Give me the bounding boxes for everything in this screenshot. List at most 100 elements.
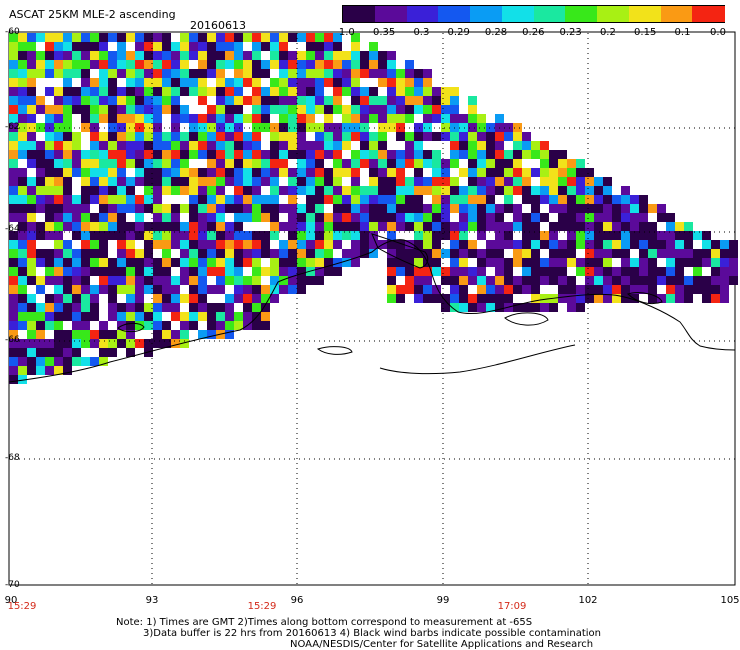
swath-cell [621, 213, 630, 222]
swath-cell [405, 285, 414, 294]
swath-cell [63, 330, 72, 339]
swath-cell [531, 231, 540, 240]
swath-cell [315, 240, 324, 249]
swath-cell [666, 231, 675, 240]
swath-cell [324, 213, 333, 222]
swath-cell [144, 168, 153, 177]
swath-cell [432, 168, 441, 177]
swath-cell [279, 87, 288, 96]
swath-cell [387, 168, 396, 177]
swath-cell [117, 150, 126, 159]
swath-cell [225, 303, 234, 312]
swath-cell [378, 78, 387, 87]
swath-cell [306, 105, 315, 114]
swath-cell [108, 78, 117, 87]
swath-cell [63, 267, 72, 276]
footnote-line-2: 3)Data buffer is 22 hrs from 20160613 4)… [143, 628, 601, 639]
swath-cell [54, 141, 63, 150]
swath-cell [180, 51, 189, 60]
swath-cell [9, 132, 18, 141]
swath-cell [18, 276, 27, 285]
swath-cell [477, 231, 486, 240]
swath-cell [477, 213, 486, 222]
swath-cell [81, 357, 90, 366]
swath-cell [45, 33, 54, 42]
swath-cell [189, 204, 198, 213]
swath-cell [513, 240, 522, 249]
swath-cell [153, 186, 162, 195]
swath-cell [306, 159, 315, 168]
swath-cell [90, 96, 99, 105]
swath-cell [108, 267, 117, 276]
swath-cell [54, 150, 63, 159]
swath-cell [468, 267, 477, 276]
swath-cell [234, 78, 243, 87]
swath-cell [342, 249, 351, 258]
swath-cell [126, 159, 135, 168]
swath-cell [180, 141, 189, 150]
swath-cell [135, 204, 144, 213]
swath-cell [288, 69, 297, 78]
swath-cell [387, 285, 396, 294]
swath-cell [639, 240, 648, 249]
swath-cell [162, 231, 171, 240]
swath-cell [342, 78, 351, 87]
swath-cell [36, 249, 45, 258]
swath-cell [477, 132, 486, 141]
swath-cell [414, 132, 423, 141]
swath-cell [9, 321, 18, 330]
swath-cell [180, 60, 189, 69]
swath-cell [216, 258, 225, 267]
swath-cell [324, 249, 333, 258]
swath-cell [252, 96, 261, 105]
swath-cell [423, 294, 432, 303]
swath-cell [585, 168, 594, 177]
swath-cell [63, 168, 72, 177]
swath-cell [45, 186, 54, 195]
swath-cell [117, 240, 126, 249]
swath-cell [576, 168, 585, 177]
swath-cell [135, 159, 144, 168]
swath-cell [18, 285, 27, 294]
swath-cell [468, 276, 477, 285]
swath-cell [549, 249, 558, 258]
swath-cell [306, 51, 315, 60]
swath-cell [153, 33, 162, 42]
swath-cell [243, 60, 252, 69]
swath-cell [108, 114, 117, 123]
swath-cell [162, 330, 171, 339]
swath-cell [18, 303, 27, 312]
swath-cell [27, 276, 36, 285]
swath-cell [252, 177, 261, 186]
swath-cell [99, 330, 108, 339]
swath-cell [81, 177, 90, 186]
swath-cell [711, 285, 720, 294]
swath-cell [54, 366, 63, 375]
swath-cell [441, 87, 450, 96]
colorbar-swatch [470, 6, 503, 22]
swath-cell [27, 321, 36, 330]
swath-cell [423, 96, 432, 105]
swath-cell [405, 96, 414, 105]
swath-cell [162, 87, 171, 96]
swath-cell [252, 159, 261, 168]
swath-cell [198, 330, 207, 339]
swath-cell [63, 285, 72, 294]
swath-cell [585, 276, 594, 285]
swath-cell [243, 240, 252, 249]
swath-cell [576, 186, 585, 195]
swath-cell [315, 51, 324, 60]
swath-cell [549, 258, 558, 267]
swath-cell [9, 123, 18, 132]
swath-cell [36, 258, 45, 267]
swath-cell [414, 204, 423, 213]
swath-cell [279, 150, 288, 159]
swath-cell [612, 213, 621, 222]
swath-cell [135, 258, 144, 267]
swath-cell [225, 105, 234, 114]
swath-cell [207, 177, 216, 186]
lat-label: -70 [5, 580, 20, 590]
swath-cell [513, 150, 522, 159]
swath-cell [189, 312, 198, 321]
swath-cell [342, 69, 351, 78]
